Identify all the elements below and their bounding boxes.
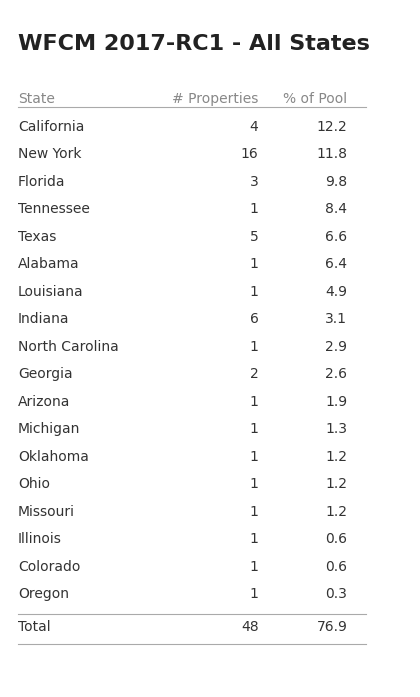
Text: 1: 1 [249, 450, 259, 464]
Text: North Carolina: North Carolina [18, 339, 119, 353]
Text: State: State [18, 92, 55, 107]
Text: 1.2: 1.2 [326, 505, 347, 519]
Text: 1.2: 1.2 [326, 450, 347, 464]
Text: 6: 6 [249, 312, 259, 326]
Text: Arizona: Arizona [18, 395, 71, 408]
Text: 0.6: 0.6 [326, 533, 347, 546]
Text: California: California [18, 120, 84, 134]
Text: 1: 1 [249, 477, 259, 491]
Text: 0.6: 0.6 [326, 560, 347, 574]
Text: 12.2: 12.2 [317, 120, 347, 134]
Text: 11.8: 11.8 [316, 147, 347, 161]
Text: 2: 2 [250, 367, 259, 381]
Text: 48: 48 [241, 620, 259, 634]
Text: Illinois: Illinois [18, 533, 62, 546]
Text: New York: New York [18, 147, 81, 161]
Text: Indiana: Indiana [18, 312, 70, 326]
Text: 76.9: 76.9 [316, 620, 347, 634]
Text: Oregon: Oregon [18, 588, 69, 602]
Text: 4.9: 4.9 [326, 284, 347, 299]
Text: 3: 3 [250, 175, 259, 189]
Text: 16: 16 [241, 147, 259, 161]
Text: Missouri: Missouri [18, 505, 75, 519]
Text: Georgia: Georgia [18, 367, 73, 381]
Text: # Properties: # Properties [172, 92, 259, 107]
Text: 6.6: 6.6 [325, 229, 347, 244]
Text: 1.9: 1.9 [325, 395, 347, 408]
Text: Total: Total [18, 620, 51, 634]
Text: 2.9: 2.9 [326, 339, 347, 353]
Text: Florida: Florida [18, 175, 66, 189]
Text: Louisiana: Louisiana [18, 284, 84, 299]
Text: 5: 5 [250, 229, 259, 244]
Text: 1: 1 [249, 339, 259, 353]
Text: Texas: Texas [18, 229, 56, 244]
Text: Michigan: Michigan [18, 422, 80, 436]
Text: 1: 1 [249, 533, 259, 546]
Text: Colorado: Colorado [18, 560, 80, 574]
Text: 1.2: 1.2 [326, 477, 347, 491]
Text: 1: 1 [249, 395, 259, 408]
Text: 6.4: 6.4 [326, 257, 347, 271]
Text: 4: 4 [250, 120, 259, 134]
Text: % of Pool: % of Pool [283, 92, 347, 107]
Text: 8.4: 8.4 [326, 202, 347, 216]
Text: 1: 1 [249, 257, 259, 271]
Text: 1: 1 [249, 505, 259, 519]
Text: WFCM 2017-RC1 - All States: WFCM 2017-RC1 - All States [18, 34, 370, 54]
Text: 1: 1 [249, 560, 259, 574]
Text: Tennessee: Tennessee [18, 202, 90, 216]
Text: Oklahoma: Oklahoma [18, 450, 89, 464]
Text: 2.6: 2.6 [326, 367, 347, 381]
Text: 1: 1 [249, 284, 259, 299]
Text: 1: 1 [249, 422, 259, 436]
Text: 1: 1 [249, 202, 259, 216]
Text: 3.1: 3.1 [326, 312, 347, 326]
Text: 0.3: 0.3 [326, 588, 347, 602]
Text: 1.3: 1.3 [326, 422, 347, 436]
Text: 1: 1 [249, 588, 259, 602]
Text: Alabama: Alabama [18, 257, 80, 271]
Text: 9.8: 9.8 [325, 175, 347, 189]
Text: Ohio: Ohio [18, 477, 50, 491]
